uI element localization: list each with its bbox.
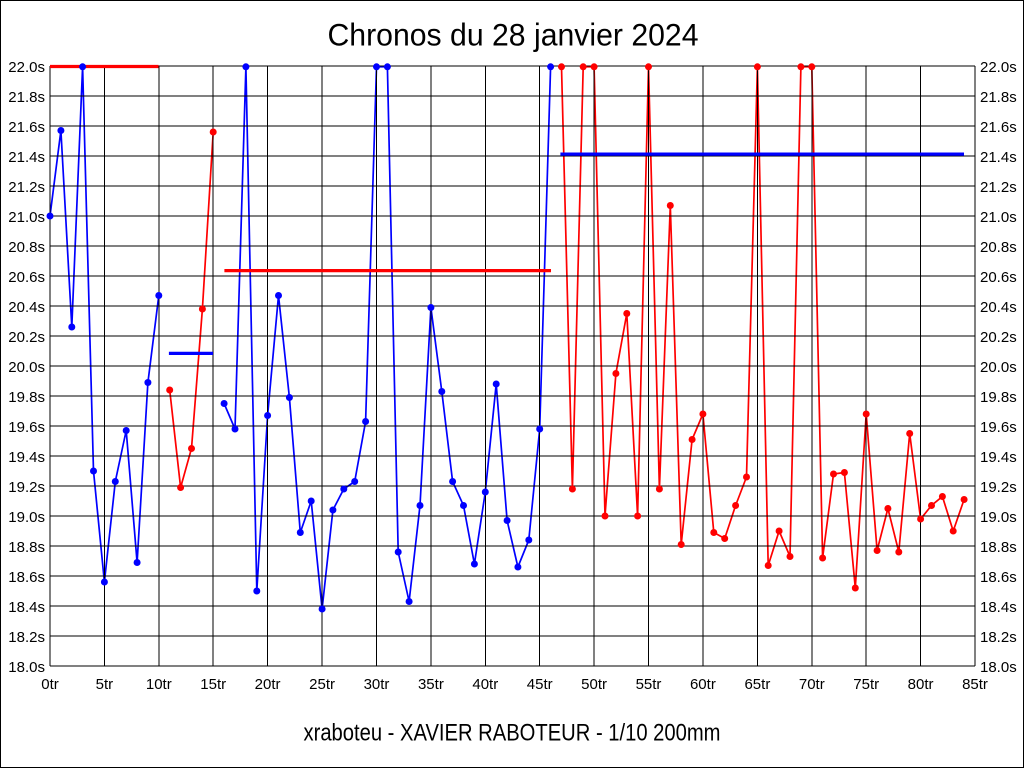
svg-text:18.4s: 18.4s [8, 599, 45, 616]
svg-text:20.8s: 20.8s [8, 239, 45, 256]
svg-text:19.4s: 19.4s [980, 449, 1017, 466]
svg-text:20.0s: 20.0s [980, 359, 1017, 376]
svg-text:22.0s: 22.0s [8, 59, 45, 76]
svg-text:80tr: 80tr [908, 676, 934, 693]
svg-text:19.8s: 19.8s [980, 389, 1017, 406]
svg-text:21.6s: 21.6s [980, 119, 1017, 136]
svg-text:18.0s: 18.0s [980, 659, 1017, 676]
svg-text:21.0s: 21.0s [8, 209, 45, 226]
svg-text:21.0s: 21.0s [980, 209, 1017, 226]
svg-text:Chronos du 28 janvier 2024: Chronos du 28 janvier 2024 [328, 16, 699, 52]
svg-text:20.8s: 20.8s [980, 239, 1017, 256]
svg-text:70tr: 70tr [799, 676, 825, 693]
svg-text:15tr: 15tr [200, 676, 226, 693]
svg-text:19.4s: 19.4s [8, 449, 45, 466]
svg-text:60tr: 60tr [690, 676, 716, 693]
svg-text:20.0s: 20.0s [8, 359, 45, 376]
svg-text:0tr: 0tr [41, 676, 59, 693]
svg-text:19.0s: 19.0s [980, 509, 1017, 526]
svg-text:21.4s: 21.4s [980, 149, 1017, 166]
svg-text:20.2s: 20.2s [980, 329, 1017, 346]
svg-text:19.2s: 19.2s [8, 479, 45, 496]
svg-text:22.0s: 22.0s [980, 59, 1017, 76]
svg-text:20.4s: 20.4s [8, 299, 45, 316]
svg-text:50tr: 50tr [581, 676, 607, 693]
svg-text:18.4s: 18.4s [980, 599, 1017, 616]
svg-text:20.4s: 20.4s [980, 299, 1017, 316]
svg-text:20tr: 20tr [255, 676, 281, 693]
svg-text:21.2s: 21.2s [8, 179, 45, 196]
svg-text:21.4s: 21.4s [8, 149, 45, 166]
svg-text:19.6s: 19.6s [8, 419, 45, 436]
svg-text:35tr: 35tr [418, 676, 444, 693]
svg-text:40tr: 40tr [472, 676, 498, 693]
svg-text:21.8s: 21.8s [980, 89, 1017, 106]
svg-text:19.0s: 19.0s [8, 509, 45, 526]
svg-text:18.6s: 18.6s [980, 569, 1017, 586]
svg-text:20.6s: 20.6s [980, 269, 1017, 286]
svg-text:21.8s: 21.8s [8, 89, 45, 106]
svg-text:20.6s: 20.6s [8, 269, 45, 286]
svg-text:18.8s: 18.8s [980, 539, 1017, 556]
svg-text:18.6s: 18.6s [8, 569, 45, 586]
svg-text:18.0s: 18.0s [8, 659, 45, 676]
svg-text:85tr: 85tr [962, 676, 988, 693]
svg-text:55tr: 55tr [636, 676, 662, 693]
svg-text:65tr: 65tr [744, 676, 770, 693]
svg-text:10tr: 10tr [146, 676, 172, 693]
svg-text:19.2s: 19.2s [980, 479, 1017, 496]
svg-text:18.8s: 18.8s [8, 539, 45, 556]
svg-text:45tr: 45tr [527, 676, 553, 693]
svg-text:21.2s: 21.2s [980, 179, 1017, 196]
svg-text:25tr: 25tr [309, 676, 335, 693]
svg-text:19.6s: 19.6s [980, 419, 1017, 436]
svg-text:5tr: 5tr [96, 676, 114, 693]
svg-text:18.2s: 18.2s [980, 629, 1017, 646]
svg-text:75tr: 75tr [853, 676, 879, 693]
svg-text:xraboteu - XAVIER RABOTEUR - 1: xraboteu - XAVIER RABOTEUR - 1/10 200mm [304, 720, 721, 747]
svg-text:30tr: 30tr [364, 676, 390, 693]
svg-text:19.8s: 19.8s [8, 389, 45, 406]
svg-text:20.2s: 20.2s [8, 329, 45, 346]
svg-text:21.6s: 21.6s [8, 119, 45, 136]
svg-text:18.2s: 18.2s [8, 629, 45, 646]
